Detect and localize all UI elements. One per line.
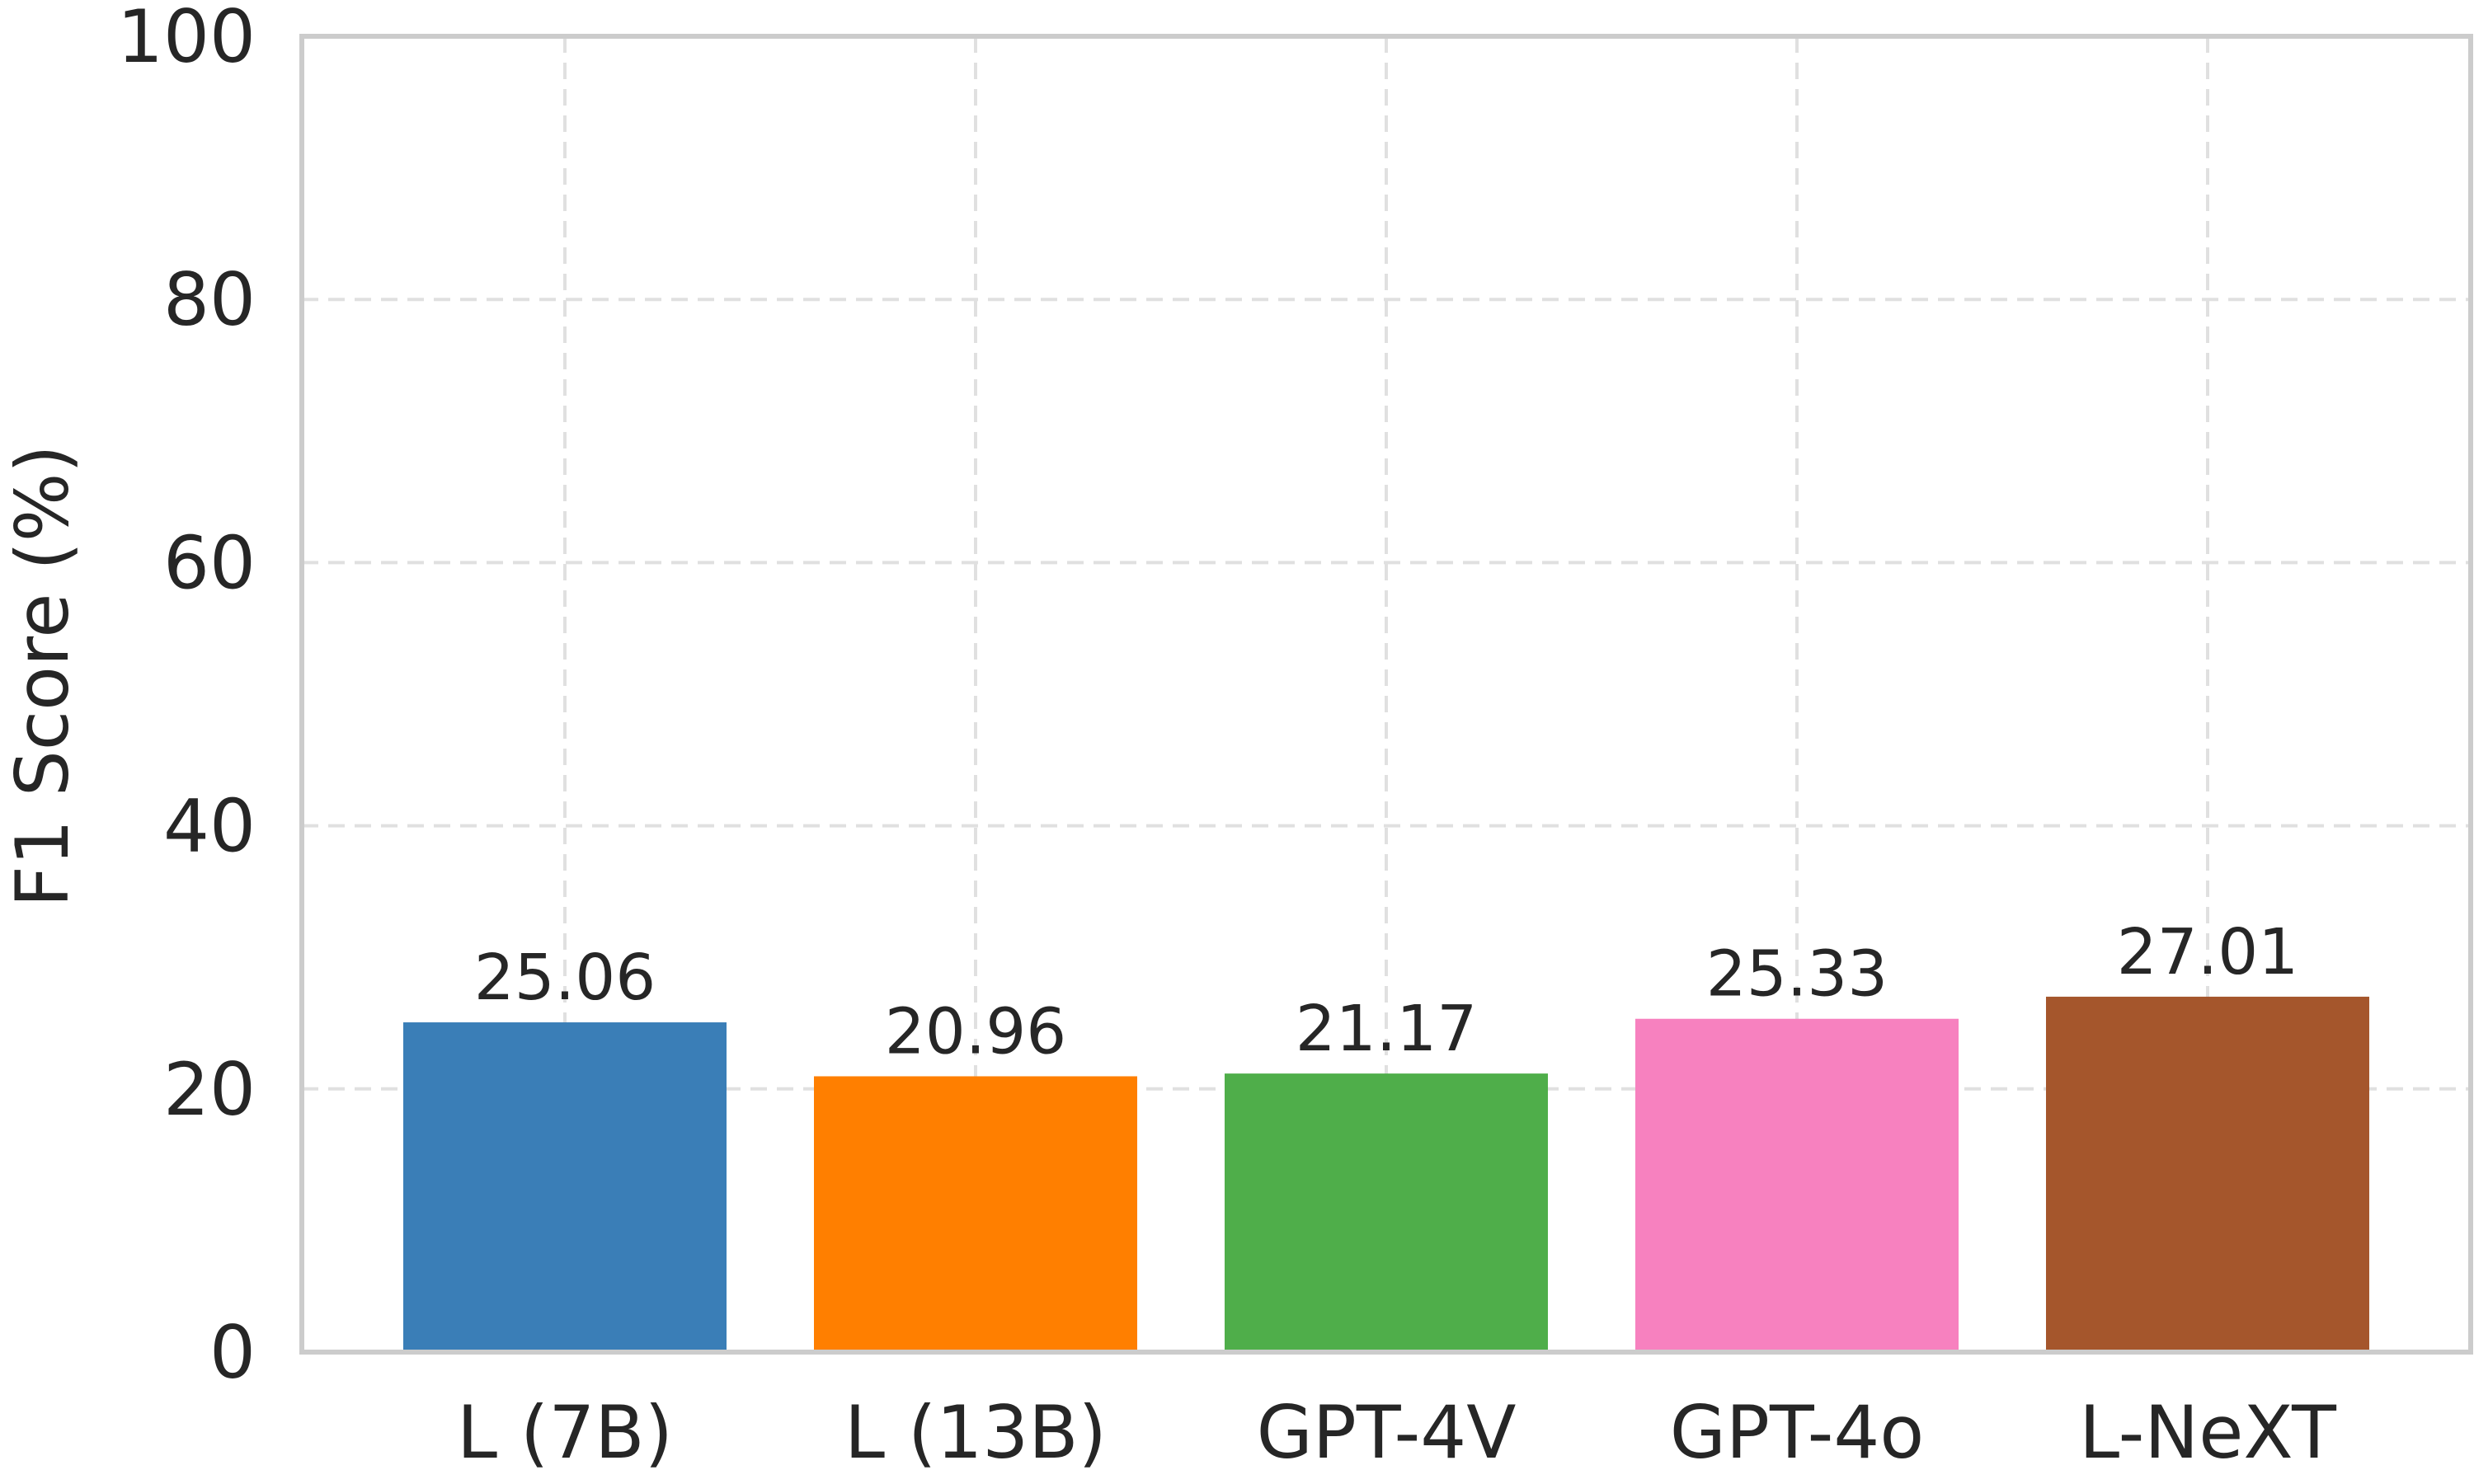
bar <box>1225 1073 1548 1352</box>
bar <box>1635 1018 1959 1352</box>
x-tick-label: GPT-4V <box>1257 1390 1517 1475</box>
bar-value-label: 21.17 <box>1296 993 1477 1066</box>
bar-value-label: 27.01 <box>2117 916 2298 989</box>
y-axis-title: F1 Score (%) <box>0 444 85 907</box>
y-axis-tick-labels: 0 20 40 60 80 100 <box>117 0 256 1395</box>
plot-frame <box>299 34 2473 1355</box>
bars <box>403 996 2369 1352</box>
y-tick-label: 20 <box>163 1047 256 1132</box>
y-tick-label: 60 <box>163 520 256 605</box>
bar-value-labels: 25.06 20.96 21.17 25.33 27.01 <box>474 916 2298 1069</box>
x-tick-label: L (13B) <box>844 1390 1107 1475</box>
x-tick-label: L-NeXT <box>2079 1390 2337 1475</box>
y-tick-label: 100 <box>117 0 256 79</box>
y-tick-label: 40 <box>163 784 256 869</box>
bar-value-label: 20.96 <box>885 995 1066 1068</box>
bar <box>814 1076 1137 1352</box>
x-axis-tick-labels: L (7B) L (13B) GPT-4V GPT-4o L-NeXT <box>457 1390 2337 1475</box>
bar-value-label: 25.06 <box>474 942 656 1015</box>
bar <box>2046 996 2369 1352</box>
x-tick-label: GPT-4o <box>1670 1390 1925 1475</box>
y-tick-label: 0 <box>209 1310 256 1395</box>
bar-value-label: 25.33 <box>1706 938 1888 1012</box>
bar <box>403 1022 727 1352</box>
x-tick-label: L (7B) <box>457 1390 673 1475</box>
y-tick-label: 80 <box>163 257 256 342</box>
